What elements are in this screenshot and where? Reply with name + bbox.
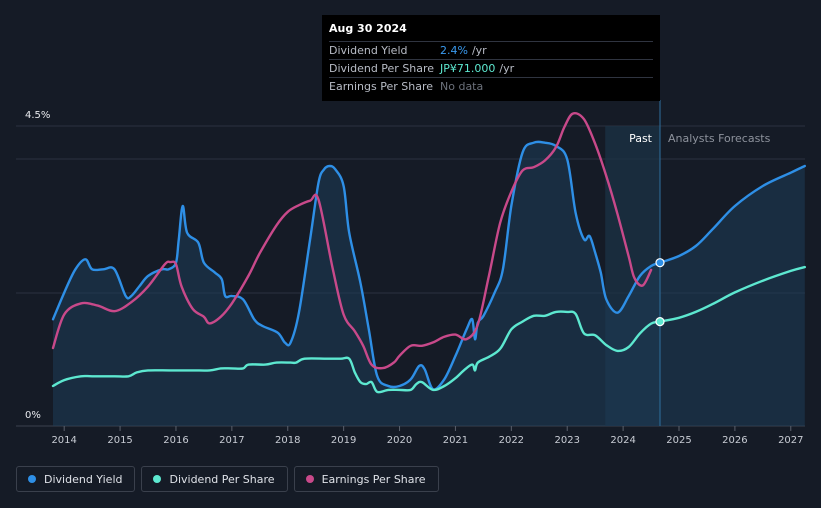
- tooltip-row-earnings-per-share: Earnings Per Share No data: [329, 78, 653, 95]
- dividend-per-share-marker: [655, 317, 665, 327]
- tooltip-unit: /yr: [471, 44, 487, 57]
- legend-label: Earnings Per Share: [321, 472, 426, 486]
- x-tick-label: 2024: [610, 435, 635, 446]
- tooltip-value: 2.4%: [440, 44, 468, 57]
- legend-dot-icon: [153, 475, 162, 483]
- dividend-per-share-line: [51, 265, 806, 394]
- tooltip-label: Dividend Yield: [329, 44, 408, 57]
- past-label: Past: [629, 132, 653, 145]
- x-tick-label: 2027: [778, 435, 803, 446]
- legend-dot-icon: [305, 475, 314, 483]
- tooltip-value: JP¥71.000: [440, 62, 496, 75]
- x-tick-label: 2019: [331, 435, 356, 446]
- tooltip-date: Aug 30 2024: [329, 22, 653, 42]
- x-axis: 2014 2015 2016 2017 2018 2019 2020 2021 2022 2023…: [51, 426, 804, 446]
- line-layer: [51, 112, 806, 394]
- x-tick-label: 2018: [275, 435, 300, 446]
- legend-dot-icon: [28, 475, 36, 483]
- x-tick-label: 2015: [107, 435, 132, 446]
- dividend-yield-area: [53, 141, 805, 426]
- dividend-yield-marker: [655, 258, 665, 268]
- legend-dividend-per-share-button[interactable]: Dividend Per Share: [141, 466, 288, 492]
- x-tick-label: 2026: [722, 435, 747, 446]
- x-tick-label: 2025: [666, 435, 691, 446]
- y-axis-label-min: 0%: [25, 410, 41, 421]
- y-axis-label-max: 4.5%: [25, 110, 50, 121]
- analysts-forecasts-label: Analysts Forecasts: [668, 132, 771, 145]
- x-tick-label: 2023: [554, 435, 579, 446]
- legend-dividend-yield-button[interactable]: Dividend Yield: [16, 466, 136, 492]
- x-tick-label: 2021: [443, 435, 468, 446]
- chart-legend: Dividend Yield Dividend Per Share Earnin…: [16, 466, 439, 492]
- tooltip-value: No data: [440, 80, 484, 93]
- legend-earnings-per-share-button[interactable]: Earnings Per Share: [293, 466, 439, 492]
- legend-label: Dividend Yield: [44, 472, 123, 486]
- tooltip-row-dividend-per-share: Dividend Per Share JP¥71.000 /yr: [329, 60, 653, 78]
- marker-layer: [655, 258, 665, 327]
- x-tick-label: 2017: [219, 435, 244, 446]
- tooltip-unit: /yr: [499, 62, 515, 75]
- x-tick-label: 2022: [499, 435, 524, 446]
- x-tick-label: 2020: [387, 435, 412, 446]
- x-tick-label: 2014: [51, 435, 76, 446]
- legend-label: Dividend Per Share: [169, 472, 275, 486]
- area-layer: [53, 141, 805, 426]
- earnings-per-share-line: [51, 112, 653, 370]
- tooltip-row-dividend-yield: Dividend Yield 2.4% /yr: [329, 42, 653, 60]
- tooltip-label: Earnings Per Share: [329, 80, 434, 93]
- x-tick-label: 2016: [163, 435, 188, 446]
- tooltip-label: Dividend Per Share: [329, 62, 435, 75]
- hover-tooltip: Aug 30 2024 Dividend Yield 2.4% /yr Divi…: [322, 15, 660, 101]
